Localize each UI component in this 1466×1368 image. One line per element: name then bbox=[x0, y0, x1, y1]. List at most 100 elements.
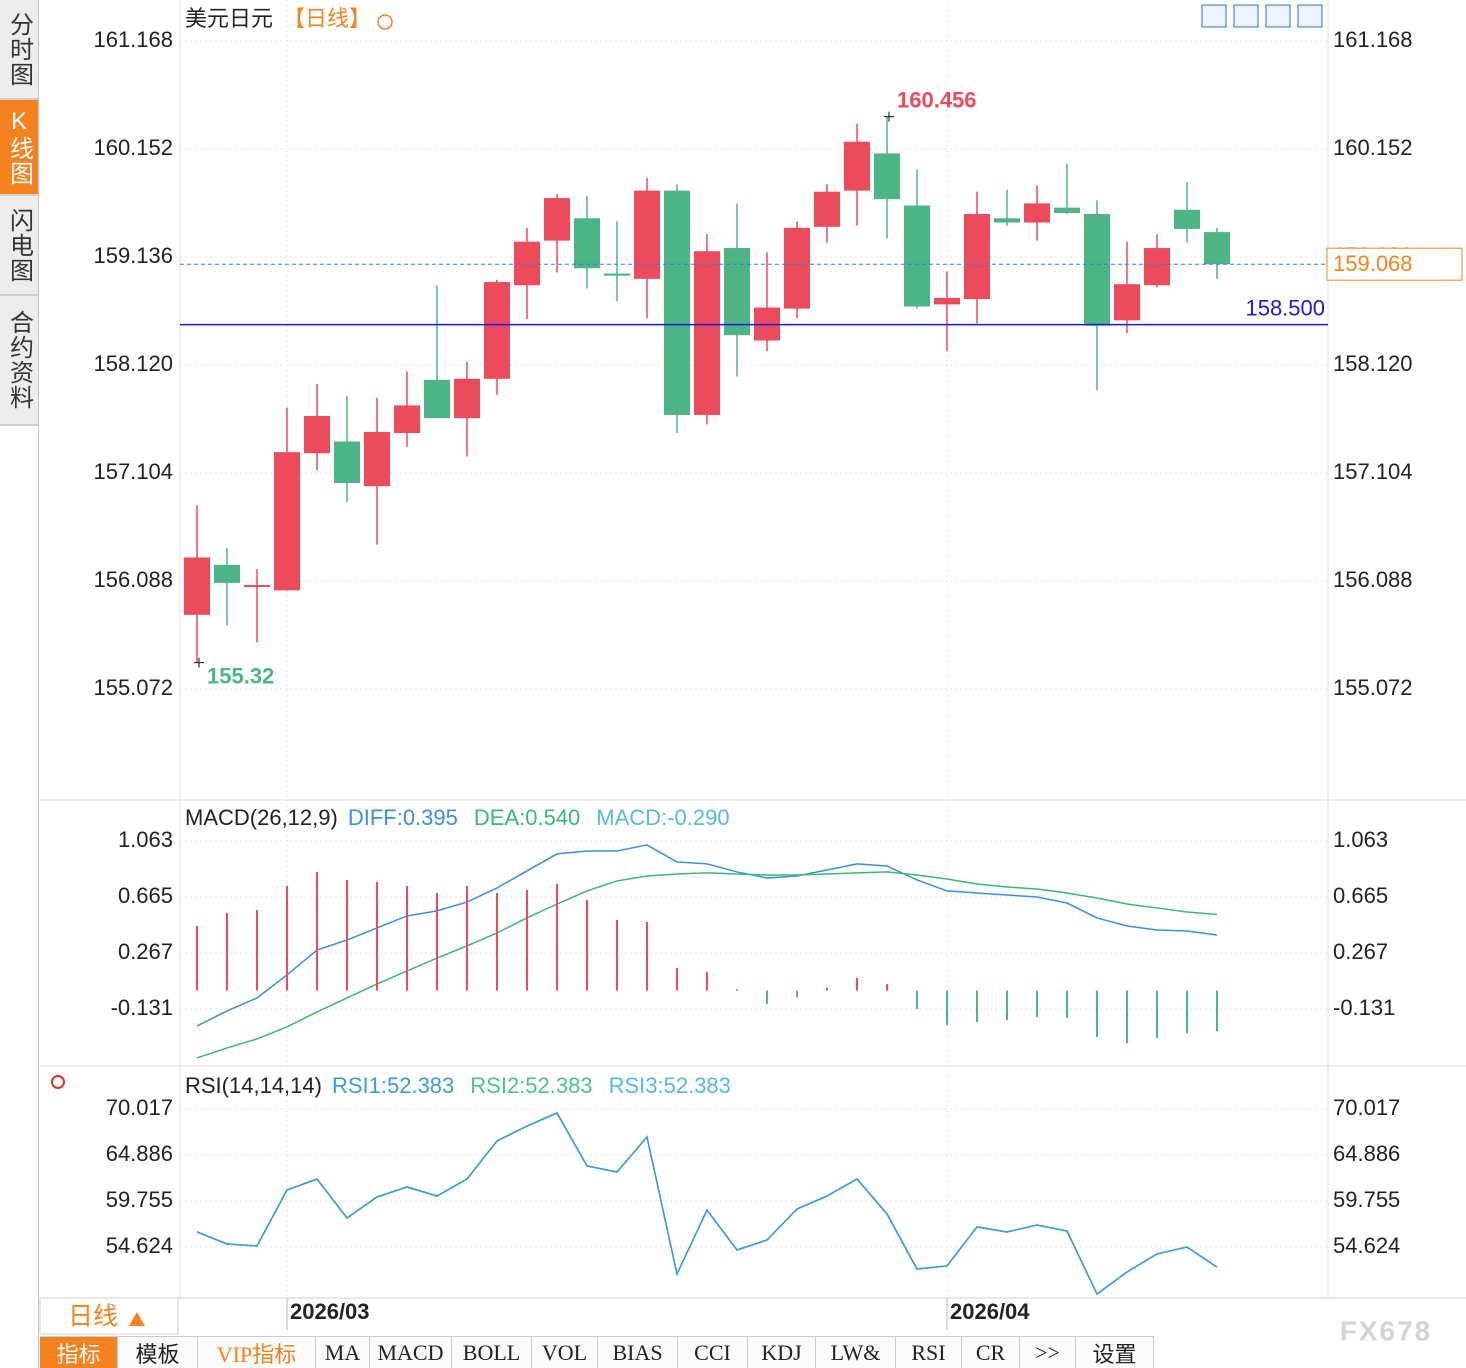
sidebar-tab[interactable]: K线图 bbox=[0, 100, 38, 196]
candle-body bbox=[994, 218, 1020, 223]
y-tick-label-right: 157.104 bbox=[1333, 459, 1413, 484]
y-tick-label-right: 54.624 bbox=[1333, 1233, 1400, 1258]
toolbar-button[interactable] bbox=[1201, 4, 1227, 28]
y-tick-label: 161.168 bbox=[93, 27, 173, 52]
y-tick-label-right: 155.072 bbox=[1333, 675, 1413, 700]
indicator-tab[interactable]: MA bbox=[316, 1337, 370, 1368]
min-marker-label: 155.32 bbox=[207, 663, 274, 688]
indicator-bar: 指标 模板 VIP指标 MA MACD BOLL VOL BIAS CCI KDJ LW& RSI CR… bbox=[40, 1336, 1154, 1368]
indicator-tab[interactable]: >> bbox=[1020, 1337, 1076, 1368]
panel-title: RSI(14,14,14) bbox=[185, 1073, 322, 1098]
toolbar-button[interactable] bbox=[1297, 4, 1323, 28]
y-tick-label: 54.624 bbox=[106, 1233, 173, 1258]
watermark: FX678 bbox=[1340, 1315, 1433, 1346]
period-box[interactable] bbox=[39, 1297, 179, 1335]
indicator-tab[interactable]: VIP指标 bbox=[198, 1337, 316, 1368]
y-tick-label-right: -0.131 bbox=[1333, 995, 1395, 1020]
panel-legend: RSI3:52.383 bbox=[609, 1073, 731, 1098]
add-icon[interactable] bbox=[377, 14, 393, 30]
candle-body bbox=[634, 190, 660, 279]
settings-icon[interactable] bbox=[51, 1075, 65, 1089]
candle-body bbox=[664, 190, 690, 415]
candle-body bbox=[1144, 248, 1170, 286]
y-tick-label: 0.665 bbox=[118, 883, 173, 908]
candle-body bbox=[334, 441, 360, 483]
sidebar-tab[interactable]: 闪电图 bbox=[0, 196, 38, 296]
y-tick-label: 59.755 bbox=[106, 1187, 173, 1212]
candle-body bbox=[1024, 203, 1050, 223]
candle-body bbox=[364, 431, 390, 487]
indicator-tab[interactable]: 设置 bbox=[1076, 1337, 1154, 1368]
panel-legend: MACD:-0.290 bbox=[596, 805, 729, 830]
y-tick-label-right: 59.755 bbox=[1333, 1187, 1400, 1212]
candle-body bbox=[904, 205, 930, 307]
indicator-tab[interactable]: CR bbox=[962, 1337, 1020, 1368]
max-marker-label: 160.456 bbox=[897, 87, 977, 112]
panel-title: 美元日元 bbox=[185, 6, 273, 31]
candle-body bbox=[1204, 232, 1230, 265]
y-tick-label: -0.131 bbox=[111, 995, 173, 1020]
candle-body bbox=[1174, 209, 1200, 229]
candle-body bbox=[394, 405, 420, 434]
candle-body bbox=[724, 248, 750, 336]
period-label[interactable]: 日线 bbox=[68, 1303, 118, 1331]
sidebar-tab[interactable]: 合约资料 bbox=[0, 296, 38, 426]
rsi-line bbox=[196, 1112, 1218, 1296]
panel-legend: RSI1:52.383 bbox=[332, 1073, 454, 1098]
indicator-tab[interactable]: BOLL bbox=[452, 1337, 532, 1368]
y-tick-label: 70.017 bbox=[106, 1095, 173, 1120]
candle-body bbox=[514, 241, 540, 286]
macd-line bbox=[196, 844, 1218, 1027]
price-level-label: 158.500 bbox=[1245, 295, 1325, 320]
y-tick-label: 157.104 bbox=[93, 459, 173, 484]
y-tick-label-right: 70.017 bbox=[1333, 1095, 1400, 1120]
macd-line bbox=[196, 871, 1218, 1059]
period-arrow[interactable] bbox=[129, 1312, 145, 1326]
indicator-tab[interactable]: 模板 bbox=[118, 1337, 198, 1368]
candle-body bbox=[694, 251, 720, 415]
indicator-tab[interactable]: CCI bbox=[678, 1337, 748, 1368]
panel-legend: RSI2:52.383 bbox=[470, 1073, 592, 1098]
y-tick-label-right: 158.120 bbox=[1333, 351, 1413, 376]
y-tick-label: 1.063 bbox=[118, 827, 173, 852]
candle-body bbox=[574, 218, 600, 269]
y-tick-label: 160.152 bbox=[93, 135, 173, 160]
candle-body bbox=[1054, 207, 1080, 213]
indicator-tab[interactable]: VOL bbox=[532, 1337, 598, 1368]
indicator-tab[interactable]: RSI bbox=[896, 1337, 962, 1368]
candle-body bbox=[214, 564, 240, 583]
y-tick-label: 0.267 bbox=[118, 939, 173, 964]
candle-body bbox=[1114, 284, 1140, 321]
y-tick-label-right: 1.063 bbox=[1333, 827, 1388, 852]
panel-legend: DEA:0.540 bbox=[474, 805, 580, 830]
indicator-tab[interactable]: MACD bbox=[370, 1337, 452, 1368]
candle-body bbox=[814, 191, 840, 227]
y-tick-label: 156.088 bbox=[93, 567, 173, 592]
toolbar-button[interactable] bbox=[1265, 4, 1291, 28]
toolbar-button[interactable] bbox=[1233, 4, 1259, 28]
indicator-tab[interactable]: BIAS bbox=[598, 1337, 678, 1368]
indicator-tab[interactable]: 指标 bbox=[40, 1337, 118, 1368]
x-tick-label: 2026/04 bbox=[950, 1299, 1030, 1324]
indicator-tab[interactable]: KDJ bbox=[748, 1337, 816, 1368]
candle-body bbox=[424, 379, 450, 419]
indicator-tab[interactable]: LW& bbox=[816, 1337, 896, 1368]
y-tick-label-right: 0.665 bbox=[1333, 883, 1388, 908]
candle-body bbox=[544, 198, 570, 241]
sidebar: 分时图 K线图 闪电图 合约资料 bbox=[0, 0, 39, 1368]
last-price-label: 159.068 bbox=[1333, 251, 1413, 276]
candle-body bbox=[184, 557, 210, 615]
candle-body bbox=[304, 416, 330, 454]
candle-body bbox=[1084, 214, 1110, 326]
sidebar-tab[interactable]: 分时图 bbox=[0, 0, 38, 100]
y-tick-label-right: 160.152 bbox=[1333, 135, 1413, 160]
x-tick-label: 2026/03 bbox=[290, 1299, 370, 1324]
last-price-box bbox=[1326, 247, 1463, 281]
candle-body bbox=[604, 273, 630, 276]
candle-body bbox=[484, 282, 510, 379]
panel-legend: 【日线】 bbox=[283, 6, 371, 31]
panel-legend: DIFF:0.395 bbox=[348, 805, 458, 830]
y-tick-label-right: 0.267 bbox=[1333, 939, 1388, 964]
